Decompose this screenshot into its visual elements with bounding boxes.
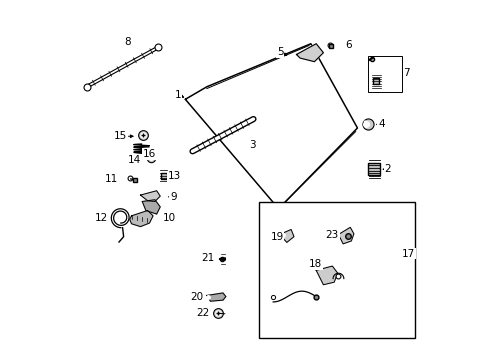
- Text: 12: 12: [95, 213, 108, 222]
- Text: 17: 17: [401, 248, 414, 258]
- Text: 2: 2: [384, 164, 390, 174]
- Text: 16: 16: [142, 149, 156, 159]
- Text: 9: 9: [170, 192, 177, 202]
- Text: 6: 6: [345, 40, 351, 50]
- Polygon shape: [206, 293, 225, 301]
- Text: 22: 22: [196, 308, 209, 318]
- Text: 3: 3: [249, 140, 256, 150]
- Polygon shape: [279, 229, 293, 242]
- Polygon shape: [142, 200, 160, 214]
- Text: 14: 14: [127, 154, 141, 165]
- Text: 4: 4: [377, 120, 384, 129]
- Text: 11: 11: [104, 174, 118, 184]
- Polygon shape: [296, 44, 323, 62]
- Bar: [258, 202, 414, 338]
- Polygon shape: [140, 191, 160, 202]
- Text: 10: 10: [163, 213, 175, 223]
- Text: 7: 7: [403, 68, 409, 78]
- Text: 19: 19: [270, 232, 283, 242]
- Text: 21: 21: [201, 253, 214, 263]
- Text: 13: 13: [167, 171, 181, 181]
- Text: 23: 23: [325, 230, 338, 239]
- Bar: [367, 56, 402, 92]
- Text: 15: 15: [114, 131, 127, 141]
- Polygon shape: [316, 266, 337, 285]
- Text: 18: 18: [308, 259, 322, 269]
- Polygon shape: [129, 211, 153, 226]
- Text: 20: 20: [190, 292, 203, 302]
- Text: 5: 5: [277, 47, 283, 57]
- Text: 8: 8: [124, 37, 131, 47]
- Text: 1: 1: [175, 90, 181, 100]
- Polygon shape: [338, 227, 353, 244]
